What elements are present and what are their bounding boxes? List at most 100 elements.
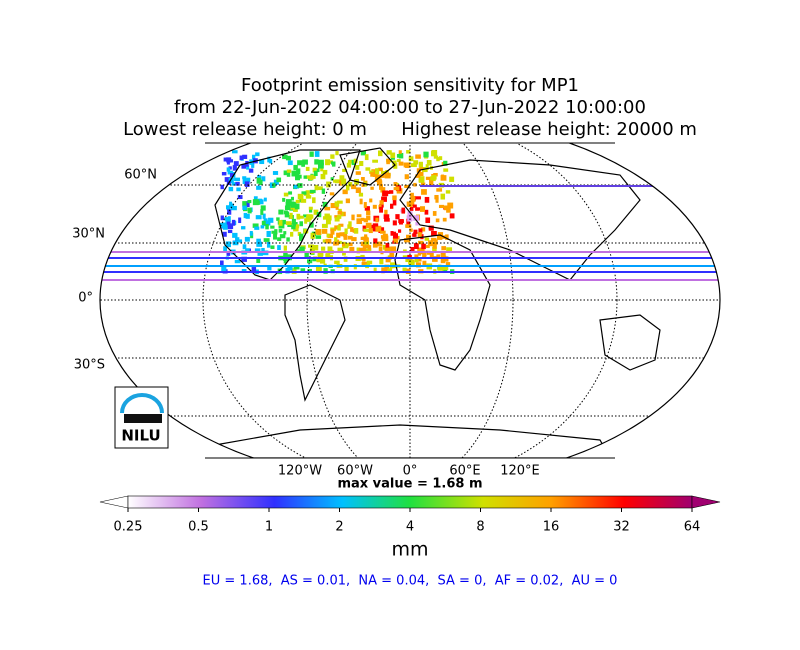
footprint-cell xyxy=(278,228,283,233)
footprint-cell xyxy=(402,267,407,274)
footprint-cell xyxy=(256,238,261,244)
footprint-cell xyxy=(341,243,346,247)
footprint-cell xyxy=(426,160,432,166)
footprint-cell xyxy=(413,215,420,221)
footprint-cell xyxy=(364,244,370,249)
footprint-cell xyxy=(302,159,308,165)
footprint-cell xyxy=(266,241,271,248)
footprint-cell xyxy=(447,202,454,209)
footprint-cell xyxy=(372,223,379,227)
footprint-cell xyxy=(294,203,300,210)
lon-label: 120°W xyxy=(278,464,322,479)
footprint-cell xyxy=(242,244,247,250)
footprint-cell xyxy=(440,250,446,256)
footprint-cell xyxy=(304,252,309,259)
logo: NILU xyxy=(114,386,169,449)
footprint-cell xyxy=(412,204,417,208)
footprint-cell xyxy=(339,180,343,186)
footprint-cell xyxy=(234,177,240,182)
footprint-cell xyxy=(230,205,237,211)
footprint-cell xyxy=(368,228,373,234)
footprint-cell xyxy=(335,151,339,156)
lat-label: 30°S xyxy=(74,358,105,373)
footprint-cell xyxy=(429,252,434,258)
footprint-cell xyxy=(306,214,313,219)
footprint-cell xyxy=(228,166,232,170)
footprint-cell xyxy=(432,243,437,249)
footprint-cell xyxy=(381,267,385,274)
footprint-cell xyxy=(359,161,364,167)
footprint-cell xyxy=(413,232,417,237)
footprint-cell xyxy=(272,171,279,175)
footprint-cell xyxy=(351,237,357,242)
footprint-cell xyxy=(342,250,346,256)
footprint-cell xyxy=(338,223,344,227)
footprint-cell xyxy=(344,266,349,272)
footprint-cell xyxy=(276,217,280,221)
footprint-cell xyxy=(422,260,427,266)
footprint-cell xyxy=(337,200,343,204)
footprint-cell xyxy=(288,191,293,195)
footprint-cell xyxy=(398,150,402,154)
footprint-cell xyxy=(291,218,296,225)
footprint-cell xyxy=(334,217,340,222)
footprint-cell xyxy=(373,171,377,176)
footprint-cell xyxy=(398,219,404,224)
footprint-cell xyxy=(395,214,400,220)
footprint-cell xyxy=(408,156,414,162)
footprint-cell xyxy=(229,173,234,178)
footprint xyxy=(220,150,455,275)
footprint-cell xyxy=(315,229,322,235)
footprint-cell xyxy=(415,207,420,211)
footprint-cell xyxy=(442,266,449,271)
footprint-cell xyxy=(356,247,360,254)
footprint-cell xyxy=(309,175,314,181)
footprint-cell xyxy=(437,232,444,237)
footprint-cell xyxy=(382,267,388,273)
footprint-cell xyxy=(367,245,372,250)
footprint-cell xyxy=(221,172,227,176)
lon-label: 120°E xyxy=(500,464,540,479)
footprint-cell xyxy=(237,195,243,200)
footprint-cell xyxy=(260,209,264,215)
footprint-cell xyxy=(261,247,265,252)
footprint-cell xyxy=(361,176,365,181)
footprint-cell xyxy=(398,152,404,159)
footprint-cell xyxy=(404,238,410,243)
footprint-cell xyxy=(354,228,359,234)
footprint-cell xyxy=(385,256,391,263)
footprint-cell xyxy=(313,170,318,177)
footprint-cell xyxy=(252,223,259,228)
footprint-cell xyxy=(360,217,365,221)
footprint-cell xyxy=(325,238,332,244)
title-line: Lowest release height: 0 m Highest relea… xyxy=(123,119,697,140)
footprint-cell xyxy=(339,175,345,181)
footprint-cell xyxy=(283,231,287,235)
footprint-cell xyxy=(336,232,341,238)
footprint-cell xyxy=(286,221,292,226)
footprint-cell xyxy=(424,196,430,203)
footprint-cell xyxy=(398,229,402,233)
footprint-cell xyxy=(415,222,419,226)
footprint-cell xyxy=(289,212,293,219)
footprint-cell xyxy=(295,224,300,229)
footprint-cell xyxy=(424,237,430,241)
footprint-cell xyxy=(435,218,440,223)
lon-label: 0° xyxy=(403,464,418,479)
footprint-cell xyxy=(375,217,379,223)
footprint-cell xyxy=(379,200,384,205)
footprint-cell xyxy=(227,223,234,229)
footprint-cell xyxy=(351,214,355,221)
footprint-cell xyxy=(337,225,341,231)
footprint-cell xyxy=(371,169,377,173)
footprint-cell xyxy=(296,213,301,220)
footprint-cell xyxy=(445,234,449,240)
footprint-cell xyxy=(290,231,294,237)
footprint-cell xyxy=(429,180,434,186)
footprint-cell xyxy=(312,257,317,262)
footprint-cell xyxy=(389,252,394,257)
footprint-cell xyxy=(348,242,353,247)
footprint-cell xyxy=(242,205,247,210)
footprint-cell xyxy=(379,258,384,265)
footprint-cell xyxy=(445,262,451,266)
